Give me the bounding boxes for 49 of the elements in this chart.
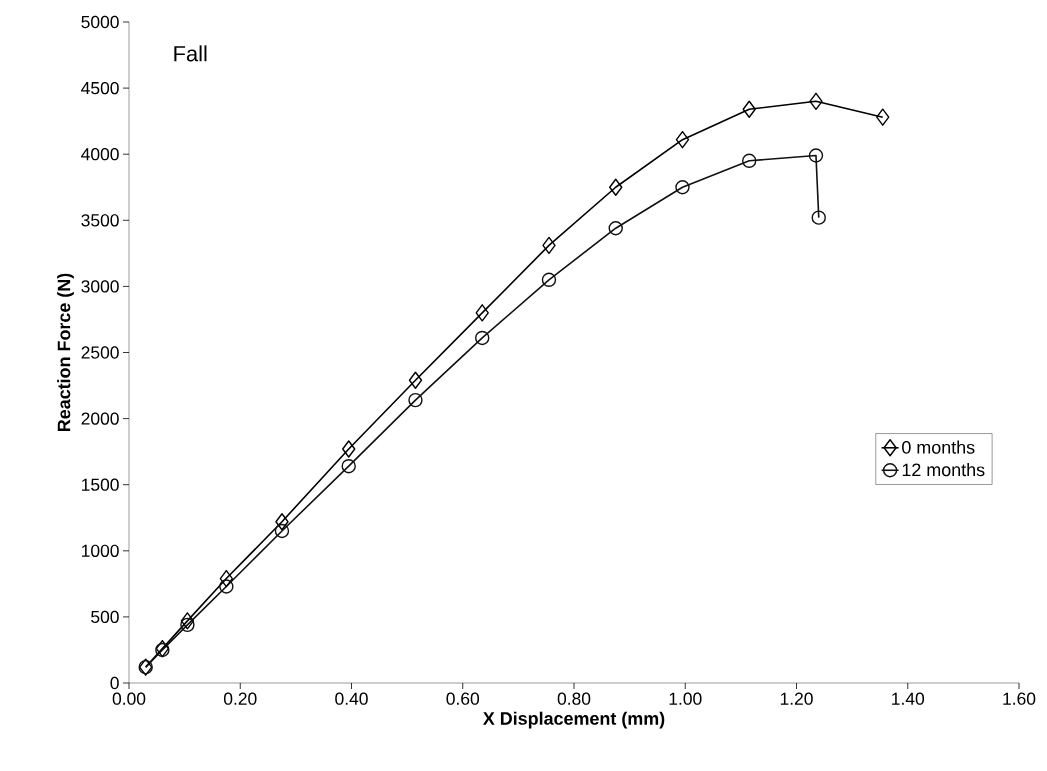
y-tick-label: 5000 xyxy=(81,15,119,29)
x-tick-label: 0.40 xyxy=(335,692,368,705)
point xyxy=(274,523,290,539)
y-tick-label: 2500 xyxy=(81,346,119,359)
y-tick-label: 2000 xyxy=(81,412,119,425)
point xyxy=(675,130,690,149)
y-tick-label: 3500 xyxy=(81,214,119,227)
annotation: Fall xyxy=(174,45,207,62)
legend-label: 0 months xyxy=(902,440,975,454)
point xyxy=(219,579,234,594)
point xyxy=(608,221,623,236)
x-tick-label: 1.60 xyxy=(1003,692,1036,705)
y-tick-label: 1500 xyxy=(82,478,119,491)
y-tick-label: 3000 xyxy=(81,280,119,293)
point xyxy=(342,440,356,458)
x-tick-label: 1.40 xyxy=(892,692,925,705)
point xyxy=(808,148,824,163)
point xyxy=(876,108,890,126)
point xyxy=(542,236,556,255)
y-tick-label: 500 xyxy=(91,610,119,624)
x-tick-label: 0.60 xyxy=(446,692,480,705)
x-tick-label: 0.80 xyxy=(557,692,591,705)
point xyxy=(675,180,690,195)
legend-label: 12 months xyxy=(902,463,985,477)
y-tick-label: 0 xyxy=(110,676,119,690)
point xyxy=(742,100,756,118)
point xyxy=(475,330,490,346)
x-tick-label: 0.20 xyxy=(223,692,257,705)
x-tick-label: 1.20 xyxy=(780,692,813,705)
point xyxy=(475,304,489,322)
point xyxy=(609,178,623,196)
point xyxy=(219,569,234,588)
point xyxy=(809,92,823,111)
x-tick-label: 0.00 xyxy=(112,692,146,705)
x-axis-title: X Displacement (mm) xyxy=(482,711,665,729)
point xyxy=(180,612,195,630)
point xyxy=(341,458,356,474)
x-tick-label: 1.00 xyxy=(669,692,702,705)
point xyxy=(408,392,423,408)
y-tick-label: 1000 xyxy=(82,544,119,557)
point xyxy=(811,210,826,225)
point xyxy=(275,513,289,531)
y-axis-title: Reaction Force (N) xyxy=(57,273,74,432)
point xyxy=(541,272,557,287)
point xyxy=(408,371,423,389)
y-tick-label: 4000 xyxy=(81,148,119,161)
y-tick-label: 4500 xyxy=(81,81,119,95)
point xyxy=(742,153,757,169)
point xyxy=(180,617,195,633)
